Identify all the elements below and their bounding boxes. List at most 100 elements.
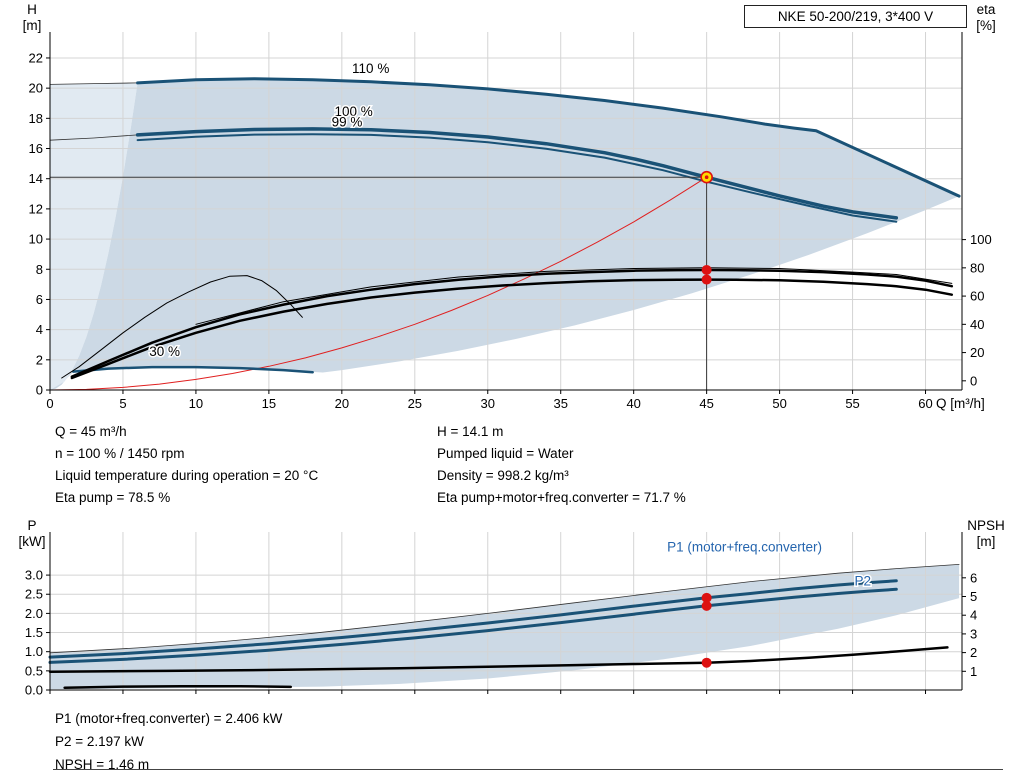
p1-curve [48, 579, 898, 659]
operating-info-left-column: Q = 45 m³/h n = 100 % / 1450 rpm Liquid … [55, 421, 318, 509]
y-tick-label: 6 [36, 292, 43, 307]
curve-110-extension [49, 82, 139, 85]
operating-envelope-band [50, 78, 960, 391]
info-pumped-liquid: Pumped liquid = Water [437, 446, 574, 461]
info-density: Density = 998.2 kg/m³ [437, 468, 569, 483]
curve-label: 99 % [332, 115, 363, 130]
curve-label: 110 % [352, 61, 389, 76]
info-head: H = 14.1 m [437, 424, 504, 439]
eta-reduced-speed-curve [61, 275, 303, 379]
x-tick-label: 30 [481, 396, 495, 411]
power-envelope-top-line [49, 564, 960, 654]
eta-total-marker[interactable] [701, 274, 712, 285]
hq-performance-chart[interactable]: 110 %100 %99 %30 %0 5 10 15 20 25 30 35 40 45 50 55… [0, 0, 1024, 418]
x-tick-label: 20 [335, 396, 349, 411]
x-tick-label: 60 [918, 396, 932, 411]
info-speed: n = 100 % / 1450 rpm [55, 446, 185, 461]
power-30-curve [63, 684, 293, 689]
system-curve [49, 176, 708, 391]
y2-tick-label: 2 [970, 645, 977, 660]
power-npsh-chart[interactable]: P1 (motor+freq.converter)P20.00.51.01.52… [0, 516, 1024, 702]
info-liquid-temperature: Liquid temperature during operation = 20… [55, 468, 319, 483]
y-tick-label: 10 [29, 232, 43, 247]
result-p2: P2 = 2.197 kW [55, 734, 144, 749]
y-tick-label: 8 [36, 262, 43, 277]
x-axis-label: Q [m³/h] [936, 396, 985, 411]
y2-axis-label: eta [977, 2, 996, 17]
y-tick-label: 3.0 [25, 568, 43, 583]
x-tick-label: 50 [772, 396, 786, 411]
eta-pump-curve [70, 268, 954, 378]
y-tick-label: 2.5 [25, 587, 43, 602]
eta-total-curve [70, 278, 954, 380]
curve-99 [136, 133, 898, 223]
y2-tick-label: 60 [970, 289, 984, 304]
x-tick-label: 55 [845, 396, 859, 411]
duty-point-marker-dot [704, 175, 709, 179]
curve-110 [136, 77, 961, 198]
npsh-marker[interactable] [701, 657, 712, 668]
y-tick-label: 22 [29, 50, 43, 65]
footer-divider [53, 769, 1003, 770]
y-tick-label: 2 [36, 352, 43, 367]
p2-curve [48, 587, 898, 664]
curve-100-extension [49, 134, 139, 141]
x-tick-label: 10 [189, 396, 203, 411]
eta-pump-upper-line [195, 267, 953, 325]
p2-marker[interactable] [701, 600, 712, 611]
y2-axis-label: NPSH [967, 518, 1005, 533]
y2-axis-label: [%] [976, 18, 996, 33]
info-flow: Q = 45 m³/h [55, 424, 127, 439]
npsh-curve [48, 646, 949, 673]
y-tick-label: 1.0 [25, 644, 43, 659]
curve-100 [135, 127, 899, 220]
result-values: P1 (motor+freq.converter) = 2.406 kW P2 … [55, 707, 282, 776]
y2-tick-label: 100 [970, 232, 992, 247]
info-eta-pump: Eta pump = 78.5 % [55, 490, 171, 505]
y-tick-label: 14 [29, 171, 43, 186]
curve-30 [72, 365, 314, 374]
x-tick-label: 40 [626, 396, 640, 411]
eta-pump-marker[interactable] [701, 264, 712, 275]
y-tick-label: 12 [29, 201, 43, 216]
y-tick-label: 4 [36, 322, 43, 337]
curve-label: 30 % [149, 344, 180, 359]
x-tick-label: 15 [262, 396, 276, 411]
y2-tick-label: 40 [970, 317, 984, 332]
x-tick-label: 0 [46, 396, 53, 411]
y-tick-label: 16 [29, 141, 43, 156]
y-tick-label: 1.5 [25, 625, 43, 640]
curve-label: P2 [855, 573, 872, 588]
y-tick-label: 0.5 [25, 663, 43, 678]
y2-tick-label: 1 [970, 664, 977, 679]
y2-tick-label: 3 [970, 626, 977, 641]
operating-info-right-column: H = 14.1 m Pumped liquid = Water Density… [437, 421, 686, 509]
x-tick-label: 35 [553, 396, 567, 411]
y2-tick-label: 4 [970, 608, 977, 623]
y-axis-label: [kW] [19, 534, 46, 549]
y2-tick-label: 80 [970, 260, 984, 275]
envelope-light-band [50, 82, 138, 391]
curve-label: 100 % [335, 104, 373, 119]
y-tick-label: 2.0 [25, 606, 43, 621]
y2-tick-label: 6 [970, 570, 977, 585]
x-tick-label: 5 [119, 396, 126, 411]
y-axis-label: P [27, 518, 36, 533]
result-npsh: NPSH = 1.46 m [55, 757, 150, 772]
y2-tick-label: 0 [970, 373, 977, 388]
y2-tick-label: 5 [970, 589, 977, 604]
y2-axis-label: [m] [977, 534, 996, 549]
curve-label: P1 (motor+freq.converter) [667, 539, 822, 554]
pump-model-title: NKE 50-200/219, 3*400 V [744, 5, 967, 28]
x-tick-label: 25 [408, 396, 422, 411]
y-tick-label: 0 [36, 383, 43, 398]
p1-marker[interactable] [701, 592, 712, 603]
result-p1: P1 (motor+freq.converter) = 2.406 kW [55, 711, 283, 726]
info-eta-total: Eta pump+motor+freq.converter = 71.7 % [437, 490, 686, 505]
y-tick-label: 20 [29, 81, 43, 96]
y2-tick-label: 20 [970, 345, 984, 360]
x-tick-label: 45 [699, 396, 713, 411]
y-tick-label: 0.0 [25, 683, 43, 698]
y-axis-label: [m] [23, 18, 42, 33]
